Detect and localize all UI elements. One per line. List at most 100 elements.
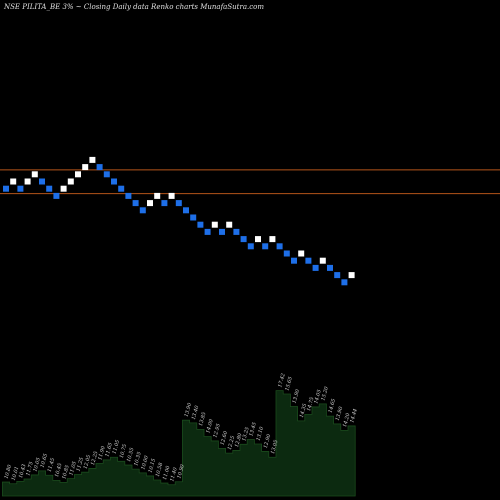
volume-label: 12.25 xyxy=(227,435,237,450)
renko-brick-up xyxy=(60,185,67,192)
volume-label: 10.43 xyxy=(18,464,28,479)
renko-brick-up xyxy=(298,250,305,257)
renko-brick-down xyxy=(96,164,103,171)
renko-brick-down xyxy=(334,272,341,279)
renko-brick-down xyxy=(17,185,24,192)
volume-label: 14.20 xyxy=(342,412,352,428)
volume-label: 14.05 xyxy=(313,389,323,404)
renko-brick-down xyxy=(139,207,146,214)
renko-brick-down xyxy=(183,207,189,214)
volume-label: 13.85 xyxy=(198,411,208,426)
renko-brick-up xyxy=(75,171,81,178)
volume-label: 14.65 xyxy=(328,398,338,413)
renko-brick-down xyxy=(197,221,204,228)
volume-label: 12.60 xyxy=(220,430,230,446)
renko-brick-down xyxy=(111,178,117,185)
volume-label: 11.05 xyxy=(68,461,78,476)
renko-brick-down xyxy=(125,192,132,199)
volume-label: 11.75 xyxy=(25,461,35,476)
renko-brick-up xyxy=(348,272,355,279)
volume-label: 10.45 xyxy=(54,462,64,477)
renko-brick-up xyxy=(67,178,74,185)
volume-label: 13.05 xyxy=(270,439,280,454)
renko-brick-down xyxy=(53,192,60,199)
volume-label: 13.25 xyxy=(241,426,251,441)
volume-label: 10.85 xyxy=(61,465,71,480)
volume-area-fill xyxy=(2,390,356,497)
renko-brick-down xyxy=(312,264,319,271)
volume-label: 10.58 xyxy=(155,462,165,477)
renko-brick-down xyxy=(3,185,9,192)
renko-brick-down xyxy=(247,243,254,250)
volume-label: 13.90 xyxy=(184,402,194,418)
renko-brick-down xyxy=(118,185,125,192)
renko-brick-down xyxy=(240,236,247,243)
volume-label: 14.00 xyxy=(205,418,215,434)
volume-label: 11.00 xyxy=(162,464,172,480)
volume-label: 14.35 xyxy=(299,403,309,418)
volume-label: 12.95 xyxy=(212,423,222,438)
renko-brick-down xyxy=(262,243,269,250)
renko-brick-down xyxy=(39,178,45,185)
renko-brick-down xyxy=(341,279,348,286)
volume-label: 12.80 xyxy=(234,432,244,448)
renko-brick-up xyxy=(24,178,31,185)
renko-brick-up xyxy=(211,221,218,228)
renko-brick-down xyxy=(161,200,168,207)
volume-label: 10.65 xyxy=(40,453,50,468)
volume-label: 10.01 xyxy=(11,466,21,481)
volume-label: 11.40 xyxy=(169,466,179,482)
volume-label: 13.45 xyxy=(248,422,258,437)
renko-brick-up xyxy=(154,192,161,199)
volume-label: 11.45 xyxy=(47,457,57,472)
renko-brick-up xyxy=(319,257,326,264)
volume-labels: 10.8010.0110.4311.7510.0510.6511.4510.45… xyxy=(4,373,359,483)
volume-label: 10.75 xyxy=(119,443,129,458)
volume-label: 10.15 xyxy=(148,458,158,473)
renko-brick-down xyxy=(46,185,53,192)
volume-label: 10.35 xyxy=(133,451,143,466)
volume-label: 10.00 xyxy=(140,454,150,470)
volume-label: 13.90 xyxy=(292,388,302,404)
renko-brick-up xyxy=(168,192,175,199)
renko-brick-up xyxy=(89,156,96,163)
renko-brick-down xyxy=(291,257,297,264)
volume-label: 10.90 xyxy=(176,463,186,479)
volume-label: 15.20 xyxy=(320,385,330,401)
renko-brick-down xyxy=(276,243,283,250)
volume-label: 11.05 xyxy=(112,439,122,454)
volume-label: 12.05 xyxy=(83,454,93,469)
renko-brick-down xyxy=(103,171,110,178)
renko-brick-up xyxy=(269,236,276,243)
volume-label: 14.44 xyxy=(349,408,359,423)
renko-brick-down xyxy=(190,214,197,221)
renko-brick-down xyxy=(175,200,182,207)
chart-title: NSE PILITA_BE 3% ~ Closing Daily data Re… xyxy=(3,3,264,11)
volume-label: 13.10 xyxy=(256,425,266,441)
volume-area xyxy=(2,390,356,497)
volume-label: 12.25 xyxy=(90,451,100,466)
renko-brick-down xyxy=(283,250,290,257)
renko-brick-down xyxy=(327,264,333,271)
renko-brick-up xyxy=(10,178,17,185)
volume-label: 10.55 xyxy=(126,447,136,462)
renko-brick-up xyxy=(255,236,261,243)
renko-brick-up xyxy=(147,200,153,207)
renko-brick-down xyxy=(233,228,240,235)
volume-label: 17.42 xyxy=(277,373,287,388)
volume-label: 10.05 xyxy=(32,457,42,472)
renko-brick-up xyxy=(31,171,38,178)
volume-label: 14.75 xyxy=(306,397,316,412)
renko-bricks xyxy=(3,156,355,286)
renko-brick-down xyxy=(132,200,139,207)
renko-brick-down xyxy=(305,257,312,264)
volume-label: 12.90 xyxy=(263,433,273,449)
volume-label: 13.90 xyxy=(335,405,345,421)
volume-label: 10.80 xyxy=(4,463,14,479)
renko-brick-up xyxy=(226,221,233,228)
volume-label: 11.65 xyxy=(104,442,114,457)
renko-brick-up xyxy=(82,164,89,171)
volume-label: 13.40 xyxy=(191,404,201,420)
renko-brick-down xyxy=(219,228,225,235)
